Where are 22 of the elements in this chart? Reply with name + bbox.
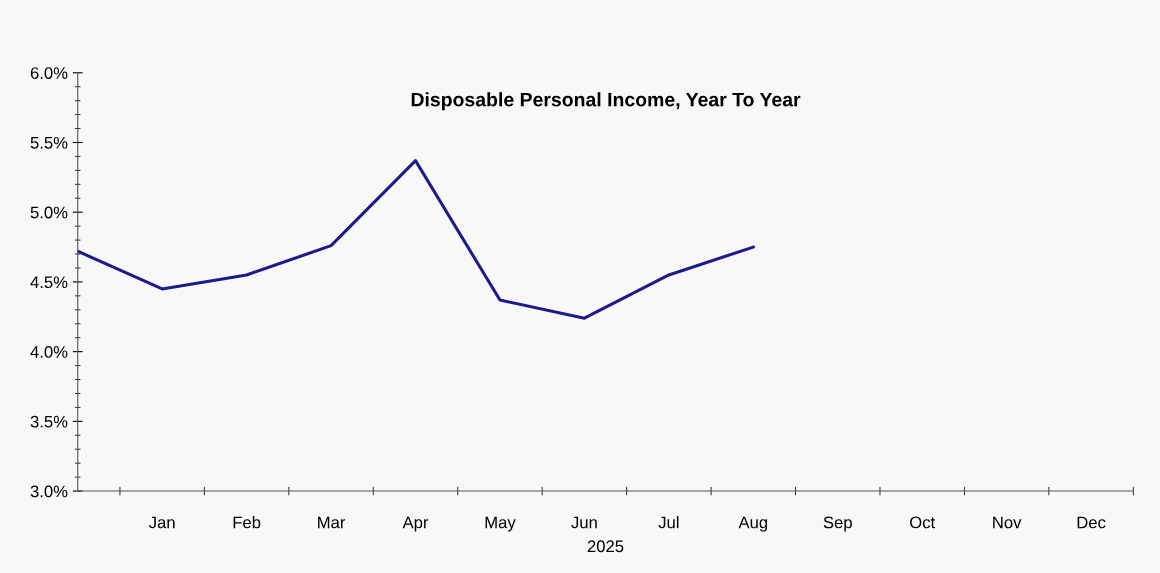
y-tick-label: 4.5% [30,276,68,289]
x-tick-label: Dec [1077,516,1106,529]
text: Disposable Personal Income, Year To Year [411,92,801,111]
x-tick-label: Aug [738,516,768,532]
x-tick-label: May [485,516,516,532]
x-tick-label: Jun [571,516,597,529]
y-tick-label: 5.0% [30,206,68,219]
y-tick-label: 3.0% [30,485,68,498]
x-axis-title: 2025 [587,540,624,553]
y-tick-label: 5.5% [30,136,68,149]
x-tick-label: Feb [233,516,261,529]
x-tick-label: Nov [993,516,1022,529]
x-tick-label: Apr [402,516,429,532]
y-tick-label: 6.0% [30,67,68,79]
x-tick-label: Jan [148,516,175,529]
x-tick-label: Sep [823,516,852,532]
x-tick-label: Oct [910,516,936,529]
y-tick-label: 4.0% [30,346,68,358]
x-tick-label: Mar [318,516,346,529]
y-tick-label: 3.5% [30,415,68,428]
line-series [77,159,755,320]
x-tick-label: Jul [658,516,679,529]
